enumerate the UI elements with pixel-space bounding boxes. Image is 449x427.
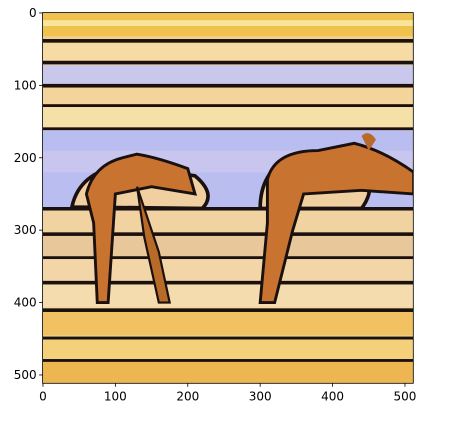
x-tick-label: 0 (39, 389, 47, 403)
y-tick-label: 200 (14, 151, 37, 165)
y-tick-label: 300 (14, 223, 37, 237)
x-tick-label: 300 (249, 389, 272, 403)
y-tick-label: 100 (14, 78, 37, 92)
image (42, 12, 414, 384)
axes-frame (42, 12, 414, 384)
x-tick-label: 100 (104, 389, 127, 403)
x-tick-label: 400 (321, 389, 344, 403)
y-tick-label: 0 (29, 6, 37, 20)
x-tick-label: 500 (394, 389, 417, 403)
x-tick-label: 200 (176, 389, 199, 403)
y-tick-label: 500 (14, 368, 37, 382)
y-tick-label: 400 (14, 296, 37, 310)
